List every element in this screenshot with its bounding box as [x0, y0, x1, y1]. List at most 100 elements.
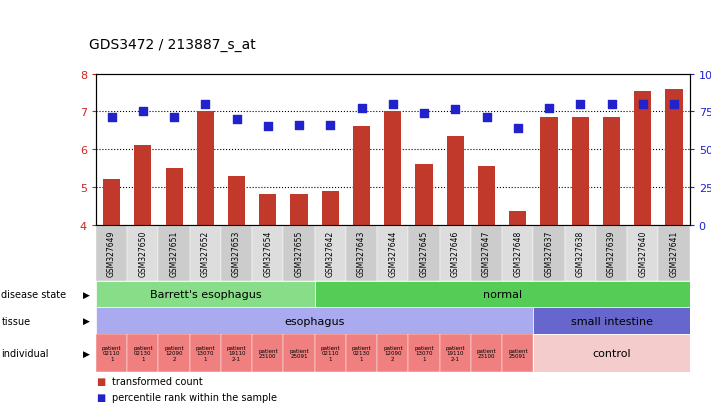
Bar — [134, 146, 151, 225]
Text: GSM327652: GSM327652 — [201, 230, 210, 276]
Text: percentile rank within the sample: percentile rank within the sample — [112, 392, 277, 402]
Text: GSM327642: GSM327642 — [326, 230, 335, 276]
Text: individual: individual — [1, 348, 49, 358]
Point — [262, 124, 274, 131]
Text: disease state: disease state — [1, 289, 67, 299]
Text: control: control — [592, 348, 631, 358]
Point — [356, 105, 368, 112]
Text: patient
25091: patient 25091 — [508, 348, 528, 358]
Point — [294, 122, 305, 128]
Text: ■: ■ — [96, 392, 105, 402]
Bar — [439, 335, 471, 372]
Text: patient
02130
1: patient 02130 1 — [352, 345, 371, 361]
Bar — [127, 335, 159, 372]
Text: patient
23100: patient 23100 — [477, 348, 496, 358]
Text: GSM327646: GSM327646 — [451, 230, 460, 276]
Point — [200, 101, 211, 108]
Text: ■: ■ — [96, 376, 105, 386]
Bar — [127, 225, 159, 281]
Text: GSM327648: GSM327648 — [513, 230, 523, 276]
Bar — [533, 308, 690, 335]
Text: ▶: ▶ — [83, 290, 90, 299]
Bar — [315, 335, 346, 372]
Bar — [322, 191, 339, 225]
Text: GSM327655: GSM327655 — [294, 230, 304, 276]
Point — [512, 126, 523, 132]
Bar — [96, 335, 127, 372]
Text: GSM327639: GSM327639 — [607, 230, 616, 276]
Bar — [103, 180, 120, 225]
Bar — [166, 169, 183, 225]
Point — [106, 114, 117, 121]
Bar — [346, 335, 378, 372]
Point — [637, 101, 648, 108]
Bar — [408, 335, 439, 372]
Text: patient
02110
1: patient 02110 1 — [321, 345, 340, 361]
Bar — [509, 212, 526, 225]
Bar — [471, 335, 502, 372]
Bar — [627, 225, 658, 281]
Bar — [96, 225, 127, 281]
Point — [325, 122, 336, 128]
Point — [543, 105, 555, 112]
Bar — [603, 118, 620, 225]
Text: patient
19110
2-1: patient 19110 2-1 — [227, 345, 247, 361]
Bar — [315, 281, 690, 308]
Text: patient
02110
1: patient 02110 1 — [102, 345, 122, 361]
Text: GSM327645: GSM327645 — [419, 230, 429, 276]
Point — [481, 114, 492, 121]
Bar — [159, 225, 190, 281]
Point — [169, 114, 180, 121]
Bar — [572, 118, 589, 225]
Bar — [260, 195, 277, 225]
Point — [418, 111, 429, 117]
Bar — [284, 225, 315, 281]
Bar — [315, 225, 346, 281]
Text: GSM327638: GSM327638 — [576, 230, 585, 276]
Bar — [378, 225, 408, 281]
Bar — [384, 112, 402, 225]
Text: ▶: ▶ — [83, 317, 90, 325]
Bar — [439, 225, 471, 281]
Text: Barrett's esophagus: Barrett's esophagus — [149, 289, 261, 299]
Text: GSM327651: GSM327651 — [170, 230, 178, 276]
Text: patient
12090
2: patient 12090 2 — [383, 345, 402, 361]
Point — [231, 116, 242, 123]
Text: GSM327653: GSM327653 — [232, 230, 241, 276]
Text: patient
12090
2: patient 12090 2 — [164, 345, 184, 361]
Text: ▶: ▶ — [83, 349, 90, 358]
Bar — [565, 225, 596, 281]
Bar — [415, 165, 433, 225]
Bar — [252, 335, 284, 372]
Text: GSM327643: GSM327643 — [357, 230, 366, 276]
Text: patient
13070
1: patient 13070 1 — [415, 345, 434, 361]
Bar — [540, 118, 557, 225]
Bar — [665, 90, 683, 225]
Bar — [197, 112, 214, 225]
Bar — [634, 91, 651, 225]
Text: normal: normal — [483, 289, 522, 299]
Bar — [378, 335, 408, 372]
Text: GSM327641: GSM327641 — [670, 230, 678, 276]
Bar — [478, 167, 495, 225]
Bar — [596, 225, 627, 281]
Bar — [353, 127, 370, 225]
Text: esophagus: esophagus — [284, 316, 345, 326]
Text: patient
25091: patient 25091 — [289, 348, 309, 358]
Text: patient
13070
1: patient 13070 1 — [196, 345, 215, 361]
Text: GDS3472 / 213887_s_at: GDS3472 / 213887_s_at — [89, 38, 256, 52]
Point — [668, 101, 680, 108]
Bar — [291, 195, 308, 225]
Point — [449, 107, 461, 114]
Bar — [284, 335, 315, 372]
Bar — [252, 225, 284, 281]
Bar — [533, 225, 565, 281]
Point — [137, 109, 149, 115]
Bar — [408, 225, 439, 281]
Text: patient
02130
1: patient 02130 1 — [133, 345, 153, 361]
Bar — [502, 225, 533, 281]
Text: tissue: tissue — [1, 316, 31, 326]
Bar — [221, 335, 252, 372]
Text: GSM327654: GSM327654 — [263, 230, 272, 276]
Bar — [228, 176, 245, 225]
